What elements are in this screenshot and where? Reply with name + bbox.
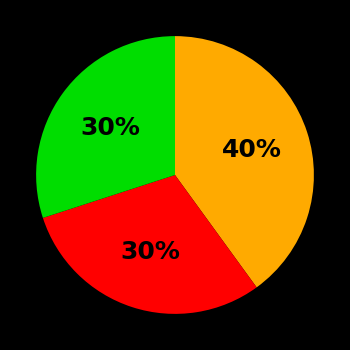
Wedge shape bbox=[175, 36, 314, 287]
Wedge shape bbox=[36, 36, 175, 218]
Text: 30%: 30% bbox=[80, 116, 140, 140]
Wedge shape bbox=[43, 175, 257, 314]
Text: 40%: 40% bbox=[222, 138, 281, 162]
Text: 30%: 30% bbox=[120, 240, 180, 264]
